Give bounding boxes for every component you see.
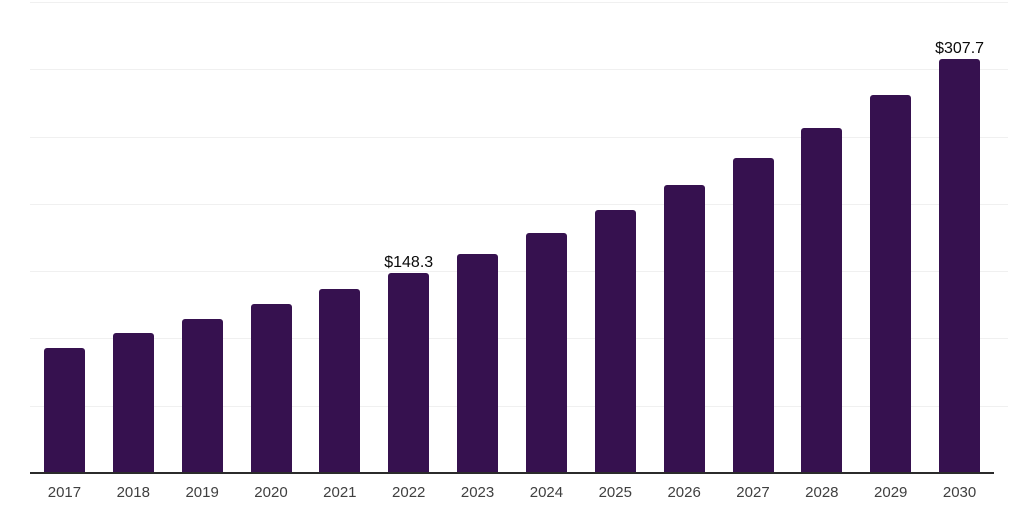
bar-2030[interactable] bbox=[939, 58, 981, 473]
bar-2020[interactable] bbox=[250, 304, 292, 473]
x-tick-2020: 2020 bbox=[254, 484, 288, 501]
x-tick-2030: 2030 bbox=[942, 484, 977, 501]
bar-2023[interactable] bbox=[457, 254, 499, 473]
bar-2017[interactable] bbox=[43, 347, 85, 473]
gridline-350 bbox=[30, 2, 1008, 3]
x-tick-2025: 2025 bbox=[598, 484, 632, 501]
x-tick-2019: 2019 bbox=[185, 484, 219, 501]
x-tick-2029: 2029 bbox=[874, 484, 908, 501]
x-tick-2021: 2021 bbox=[323, 484, 357, 501]
x-axis-line bbox=[30, 472, 994, 474]
x-tick-2023: 2023 bbox=[460, 484, 495, 501]
x-tick-2018: 2018 bbox=[116, 484, 150, 501]
gridline-100 bbox=[30, 338, 1008, 340]
bar-2028[interactable] bbox=[801, 127, 843, 473]
bar-2021[interactable] bbox=[319, 289, 361, 473]
gridline-50 bbox=[30, 405, 1008, 407]
x-tick-2027: 2027 bbox=[736, 484, 770, 501]
x-tick-2026: 2026 bbox=[667, 484, 701, 501]
gridline-250 bbox=[30, 136, 1008, 138]
bar-2018[interactable] bbox=[112, 333, 154, 473]
bar-2022[interactable] bbox=[388, 273, 430, 473]
gridline-300 bbox=[30, 69, 1008, 71]
data-label-2030: $307.7 bbox=[935, 39, 985, 57]
x-tick-2024: 2024 bbox=[529, 484, 564, 501]
bar-2026[interactable] bbox=[663, 185, 705, 473]
data-label-2022: $148.3 bbox=[384, 254, 434, 272]
plot-area bbox=[30, 2, 1008, 474]
x-tick-2028: 2028 bbox=[805, 484, 839, 501]
bar-2027[interactable] bbox=[732, 157, 774, 473]
x-tick-2017: 2017 bbox=[47, 484, 82, 501]
gridline-200 bbox=[30, 203, 1008, 205]
bar-2019[interactable] bbox=[181, 318, 223, 473]
bar-2025[interactable] bbox=[594, 210, 636, 473]
bar-2029[interactable] bbox=[870, 94, 912, 473]
gridline-150 bbox=[30, 271, 1008, 273]
x-tick-2022: 2022 bbox=[392, 484, 426, 501]
bar-2024[interactable] bbox=[525, 233, 567, 473]
